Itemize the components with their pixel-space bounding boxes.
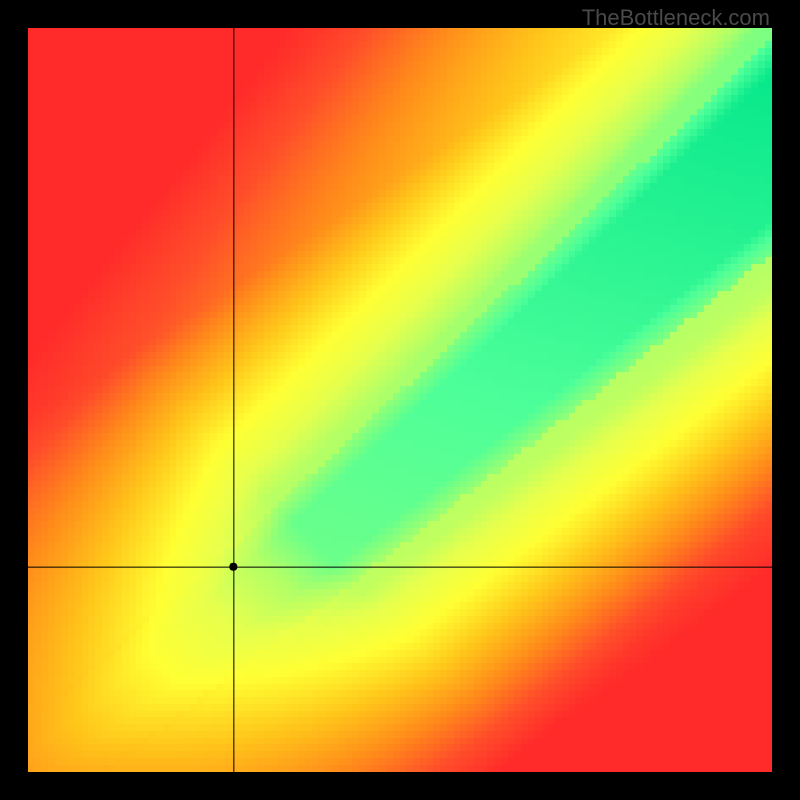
watermark-text: TheBottleneck.com: [582, 5, 770, 31]
heatmap-canvas: [28, 28, 772, 772]
chart-area: [28, 28, 772, 772]
chart-container: TheBottleneck.com: [0, 0, 800, 800]
